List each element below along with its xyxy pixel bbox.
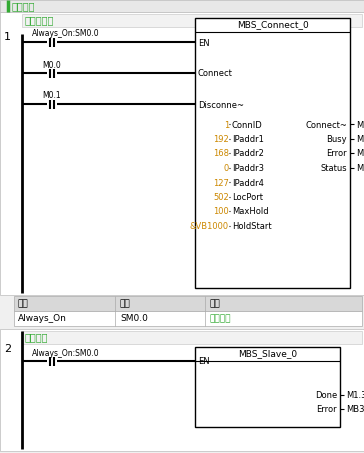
Text: M1.1: M1.1: [356, 135, 364, 144]
Text: IPaddr2: IPaddr2: [232, 149, 264, 159]
Text: Disconne~: Disconne~: [198, 101, 244, 110]
Text: IPaddr1: IPaddr1: [232, 135, 264, 144]
Text: Always_On:SM0.0: Always_On:SM0.0: [32, 29, 100, 39]
Text: 192: 192: [213, 135, 229, 144]
Text: 始终接通: 始终接通: [210, 314, 232, 323]
Text: IPaddr4: IPaddr4: [232, 178, 264, 188]
Text: MaxHold: MaxHold: [232, 207, 269, 217]
Text: Error: Error: [327, 149, 347, 159]
Text: M0.0: M0.0: [42, 61, 61, 69]
Text: 2: 2: [4, 344, 11, 354]
Text: MBS_Connect_0: MBS_Connect_0: [237, 20, 308, 29]
Text: MBS_Slave_0: MBS_Slave_0: [238, 350, 297, 358]
Bar: [22, 14, 362, 27]
Text: 注释: 注释: [210, 299, 221, 308]
Text: 0: 0: [224, 164, 229, 173]
Text: 程序注释: 程序注释: [12, 1, 36, 11]
Text: Always_On:SM0.0: Always_On:SM0.0: [32, 348, 100, 357]
Text: Connect~: Connect~: [305, 120, 347, 130]
Text: EN: EN: [198, 357, 210, 366]
Text: ConnID: ConnID: [232, 120, 263, 130]
Bar: [0, 329, 364, 451]
Text: SM0.0: SM0.0: [120, 314, 148, 323]
Text: MB3: MB3: [346, 405, 364, 414]
Bar: [195, 347, 340, 427]
Text: 西门子
工业: 西门子 工业: [141, 159, 219, 241]
Text: IPaddr3: IPaddr3: [232, 164, 264, 173]
Text: 100: 100: [213, 207, 229, 217]
Text: M0.1: M0.1: [42, 92, 61, 101]
Bar: [14, 296, 362, 311]
Text: 127: 127: [213, 178, 229, 188]
Text: M1.2: M1.2: [356, 149, 364, 159]
Bar: [0, 12, 364, 295]
Text: Busy: Busy: [327, 135, 347, 144]
Text: Connect: Connect: [198, 69, 233, 78]
Text: HoldStart: HoldStart: [232, 222, 272, 231]
Text: M1.0: M1.0: [356, 120, 364, 130]
Bar: [195, 18, 350, 288]
Bar: [0, 0, 364, 12]
Text: 168: 168: [213, 149, 229, 159]
Text: Error: Error: [316, 405, 337, 414]
Text: 程序段主释: 程序段主释: [25, 15, 54, 25]
Text: MB2: MB2: [356, 164, 364, 173]
Bar: [22, 331, 362, 344]
Text: &VB1000: &VB1000: [190, 222, 229, 231]
Text: Status: Status: [320, 164, 347, 173]
Text: 符号: 符号: [18, 299, 29, 308]
Text: Always_On: Always_On: [18, 314, 67, 323]
Text: M1.3: M1.3: [346, 391, 364, 400]
Text: Done: Done: [315, 391, 337, 400]
Text: 地址: 地址: [120, 299, 131, 308]
Text: 1: 1: [224, 120, 229, 130]
Text: 1: 1: [4, 32, 11, 42]
Text: EN: EN: [198, 39, 210, 48]
Text: LocPort: LocPort: [232, 193, 263, 202]
Text: 输入注释: 输入注释: [25, 333, 48, 342]
Text: 502: 502: [213, 193, 229, 202]
Bar: [14, 311, 362, 326]
